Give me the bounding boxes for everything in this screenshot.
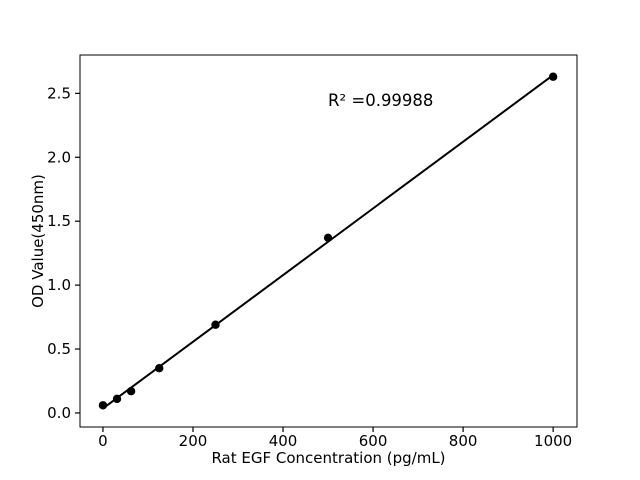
y-tick-label: 0.5 [47,340,71,358]
x-tick-label: 800 [449,432,478,450]
data-point [126,387,136,396]
plot-area [79,54,578,428]
y-tick-label: 2.5 [47,84,71,102]
y-tick-label: 0.0 [47,404,71,422]
data-point [211,320,220,329]
r-squared-annotation: R² =0.99988 [328,91,433,110]
data-point [112,394,122,404]
y-tick-label: 1.0 [47,276,71,294]
data-point [98,401,108,410]
x-tick-label: 1000 [534,432,572,450]
plot-layer: 0 200 400 600 800 1000 0.0 0.5 1.0 1.5 2.0 2.5 [47,54,578,450]
x-tick-label: 400 [269,432,298,450]
data-point [548,72,558,81]
x-tick-label: 0 [98,432,108,450]
y-tick-label: 1.5 [47,212,71,230]
x-tick-label: 600 [359,432,388,450]
y-axis-label: OD Value(450nm) [29,174,47,308]
x-axis-label: Rat EGF Concentration (pg/mL) [211,449,445,467]
y-tick-label: 2.0 [47,148,71,166]
data-point [323,233,333,243]
x-tick-label: 200 [179,432,208,450]
data-point [155,363,164,373]
